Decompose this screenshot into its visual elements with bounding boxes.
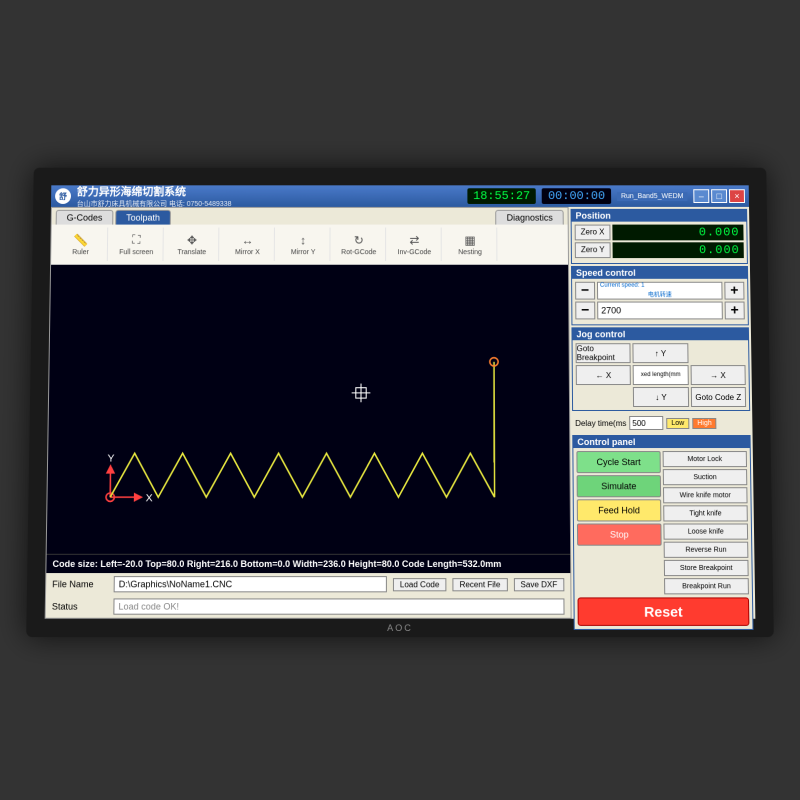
tight-knife-button[interactable]: Tight knife xyxy=(663,505,748,521)
titlebar: 舒 舒力异形海绵切割系统 台山市舒力床具机械有限公司 电话: 0750-5489… xyxy=(51,185,749,207)
position-x-readout: 0.000 xyxy=(612,225,743,241)
save-dxf-button[interactable]: Save DXF xyxy=(513,578,564,591)
close-button[interactable]: × xyxy=(729,189,745,203)
load-code-button[interactable]: Load Code xyxy=(393,578,447,591)
speed-header: Speed control xyxy=(572,267,747,279)
recent-file-button[interactable]: Recent File xyxy=(452,578,507,591)
status-value xyxy=(113,598,564,614)
jog-left-button[interactable]: ← X xyxy=(576,365,631,385)
rot-gcode-icon: ↻ xyxy=(354,233,364,247)
jog-panel: Jog control Goto Breakpoint ↑ Y ← X xed … xyxy=(571,327,750,411)
svg-text:X: X xyxy=(146,493,153,504)
feed-hold-button[interactable]: Feed Hold xyxy=(577,499,662,521)
position-header: Position xyxy=(572,210,747,222)
app-title: 舒力异形海绵切割系统 xyxy=(77,183,232,199)
zero-y-button[interactable]: Zero Y xyxy=(575,242,611,258)
toolbar-mirror-y-button[interactable]: ↕Mirror Y xyxy=(277,228,331,261)
clock-elapsed: 00:00:00 xyxy=(542,188,611,204)
motor-lock-button[interactable]: Motor Lock xyxy=(663,451,747,467)
maximize-button[interactable]: □ xyxy=(711,189,727,203)
loose-knife-button[interactable]: Loose knife xyxy=(663,523,748,539)
ruler-icon: 📏 xyxy=(73,233,88,247)
rpm-dec-button[interactable]: − xyxy=(575,302,595,320)
toolbar-inv-gcode-button[interactable]: ⇄Inv-GCode xyxy=(388,228,442,261)
store-breakpoint-button[interactable]: Store Breakpoint xyxy=(664,560,749,576)
jog-header: Jog control xyxy=(572,328,748,340)
code-size-status: Code size: Left=-20.0 Top=80.0 Right=216… xyxy=(46,554,570,573)
speed-graph: Current speed: 1 电机转速 xyxy=(597,282,723,300)
delay-row: Delay time(ms Low High xyxy=(572,413,750,433)
file-name-label: File Name xyxy=(52,579,108,589)
tab-toolpath[interactable]: Toolpath xyxy=(115,210,171,225)
reverse-run-button[interactable]: Reverse Run xyxy=(664,542,749,558)
toolbar-ruler-button[interactable]: 📏Ruler xyxy=(54,228,108,261)
zero-x-button[interactable]: Zero X xyxy=(575,225,611,241)
delay-label: Delay time(ms xyxy=(575,418,626,427)
jog-length-label: xed length(mm xyxy=(633,365,688,385)
monitor-brand: AOC xyxy=(387,623,413,633)
tab-gcodes[interactable]: G-Codes xyxy=(56,210,114,225)
speed-dec-button[interactable]: − xyxy=(575,282,595,300)
wire-knife-button[interactable]: Wire knife motor xyxy=(663,487,748,503)
toolbar-translate-button[interactable]: ✥Translate xyxy=(165,228,219,261)
control-header: Control panel xyxy=(573,436,749,448)
full-screen-icon: ⛶ xyxy=(132,232,141,247)
rpm-input[interactable] xyxy=(597,302,723,320)
minimize-button[interactable]: – xyxy=(693,189,709,203)
breakpoint-run-button[interactable]: Breakpoint Run xyxy=(664,578,749,594)
rpm-inc-button[interactable]: + xyxy=(725,302,745,320)
tab-bar: G-Codes Toolpath Diagnostics xyxy=(52,208,568,225)
reset-button[interactable]: Reset xyxy=(578,597,750,625)
jog-right-button[interactable]: → X xyxy=(690,365,746,385)
position-panel: Position Zero X 0.000 Zero Y 0.000 xyxy=(571,209,748,264)
nesting-icon: ▦ xyxy=(464,233,475,247)
window-caption: Run_Band5_WEDM xyxy=(617,192,687,201)
delay-low-button[interactable]: Low xyxy=(666,417,689,428)
jog-down-button[interactable]: ↓ Y xyxy=(633,387,689,407)
goto-breakpoint-button[interactable]: Goto Breakpoint xyxy=(576,343,631,363)
mirror-y-icon: ↕ xyxy=(300,233,306,247)
app-logo-icon: 舒 xyxy=(55,188,71,204)
toolbar: 📏Ruler⛶Full screen✥Translate↔Mirror X↕Mi… xyxy=(51,225,568,265)
translate-icon: ✥ xyxy=(187,233,197,247)
cycle-start-button[interactable]: Cycle Start xyxy=(576,451,660,473)
suction-button[interactable]: Suction xyxy=(663,469,747,485)
goto-code-z-button[interactable]: Goto Code Z xyxy=(690,387,746,407)
clock-time: 18:55:27 xyxy=(467,188,536,204)
toolpath-canvas[interactable]: XY xyxy=(47,265,570,554)
app-subtitle: 台山市舒力床具机械有限公司 电话: 0750-5489338 xyxy=(77,199,232,209)
speed-inc-button[interactable]: + xyxy=(724,282,744,300)
toolbar-mirror-x-button[interactable]: ↔Mirror X xyxy=(221,228,275,261)
toolbar-nesting-button[interactable]: ▦Nesting xyxy=(444,228,498,261)
tab-diagnostics[interactable]: Diagnostics xyxy=(496,210,564,225)
toolbar-full-screen-button[interactable]: ⛶Full screen xyxy=(110,228,164,261)
inv-gcode-icon: ⇄ xyxy=(409,233,419,247)
control-panel: Control panel Cycle Start Simulate Feed … xyxy=(572,435,753,630)
delay-high-button[interactable]: High xyxy=(692,417,717,428)
position-y-readout: 0.000 xyxy=(613,242,744,258)
file-name-input[interactable] xyxy=(114,576,387,592)
status-label: Status xyxy=(52,601,108,611)
speed-panel: Speed control − Current speed: 1 电机转速 + … xyxy=(571,266,749,325)
svg-text:Y: Y xyxy=(107,454,114,465)
delay-input[interactable] xyxy=(629,416,663,430)
toolbar-rot-gcode-button[interactable]: ↻Rot-GCode xyxy=(332,228,386,261)
simulate-button[interactable]: Simulate xyxy=(577,475,662,497)
jog-up-button[interactable]: ↑ Y xyxy=(633,343,688,363)
stop-button[interactable]: Stop xyxy=(577,523,662,545)
mirror-x-icon: ↔ xyxy=(242,233,254,247)
